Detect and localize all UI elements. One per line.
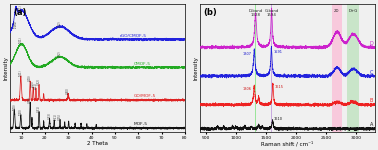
Text: GO/MOF-5: GO/MOF-5 — [133, 94, 156, 98]
Text: (410): (410) — [31, 80, 35, 87]
Text: CMOF-5: CMOF-5 — [133, 62, 151, 66]
Text: (2260): (2260) — [14, 20, 18, 28]
Text: MOF-5: MOF-5 — [133, 122, 148, 126]
Text: rGO/CMOF-5: rGO/CMOF-5 — [119, 34, 147, 38]
Text: (333): (333) — [48, 112, 51, 119]
Text: (a): (a) — [13, 8, 27, 17]
Text: (411): (411) — [34, 82, 38, 89]
Text: 1307: 1307 — [243, 52, 252, 56]
Text: B: B — [370, 98, 373, 103]
X-axis label: Raman shift / cm⁻¹: Raman shift / cm⁻¹ — [261, 141, 313, 147]
Bar — [332, 4, 342, 132]
Text: (220): (220) — [19, 108, 23, 115]
Text: (b): (b) — [203, 8, 217, 17]
Text: (002): (002) — [58, 51, 62, 57]
Text: C: C — [370, 70, 373, 75]
Text: 2D: 2D — [334, 9, 339, 13]
Text: A: A — [370, 122, 373, 127]
Text: (200): (200) — [12, 103, 16, 110]
Text: (400): (400) — [28, 74, 32, 81]
Text: G-band
1594: G-band 1594 — [264, 9, 279, 17]
Text: (001): (001) — [19, 70, 23, 76]
Text: 1615: 1615 — [274, 85, 284, 89]
Text: 1591: 1591 — [273, 50, 282, 54]
Text: (440): (440) — [66, 87, 70, 94]
Text: (325): (325) — [58, 114, 62, 120]
Text: D: D — [370, 41, 373, 46]
Y-axis label: Intensity: Intensity — [3, 56, 8, 80]
Text: 1306: 1306 — [243, 87, 252, 91]
Text: (251): (251) — [53, 114, 57, 120]
Bar — [347, 4, 359, 132]
Text: D+G: D+G — [349, 9, 358, 13]
Text: D-band
1328: D-band 1328 — [248, 9, 263, 17]
Text: (001): (001) — [19, 37, 23, 44]
Bar — [271, 4, 273, 132]
Text: 1610: 1610 — [274, 117, 283, 121]
Text: (400): (400) — [28, 96, 32, 103]
Y-axis label: Intensity: Intensity — [193, 56, 198, 80]
Bar — [255, 4, 256, 132]
Text: (002): (002) — [58, 21, 62, 27]
Text: (332): (332) — [37, 79, 41, 86]
Text: (001): (001) — [19, 4, 23, 11]
Text: (331): (331) — [37, 105, 41, 112]
X-axis label: 2 Theta: 2 Theta — [87, 141, 108, 146]
